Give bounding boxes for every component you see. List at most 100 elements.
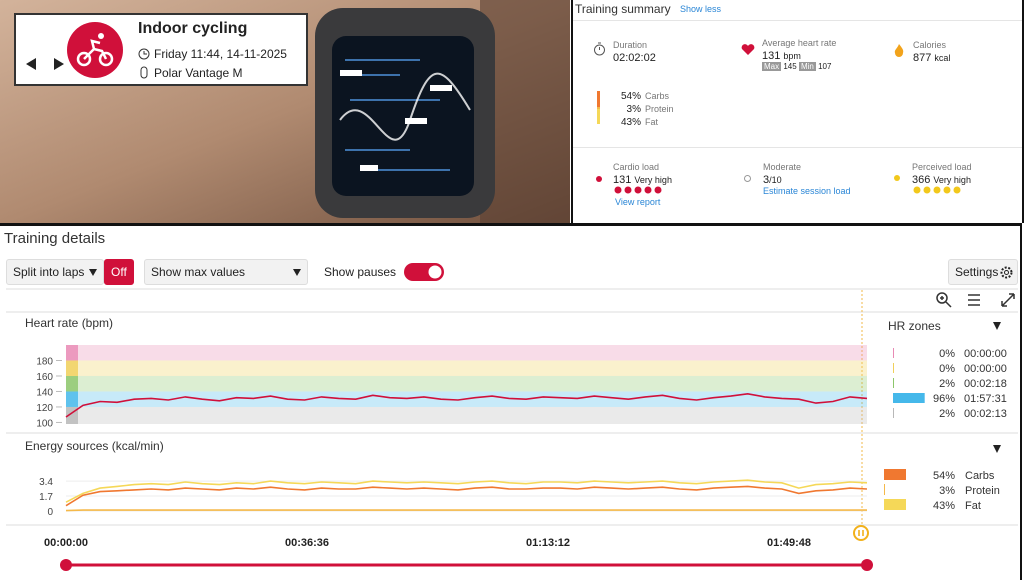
energy-line xyxy=(65,485,868,507)
zone-band xyxy=(66,345,867,361)
max-values-label: Show max values xyxy=(151,265,246,279)
muscle-value: 3/10 xyxy=(763,174,782,186)
legend-share: 3% xyxy=(939,485,955,497)
details-panel: Training details Split into laps Off Sho… xyxy=(0,223,1022,580)
laps-toggle[interactable]: Off xyxy=(104,259,134,285)
y-tick-label: 140 xyxy=(36,387,53,398)
time-label: 00:36:36 xyxy=(285,537,329,549)
calories-icon xyxy=(894,44,904,57)
duration-icon xyxy=(594,42,605,56)
y-tick-label: 0 xyxy=(47,507,53,518)
split-dropdown[interactable]: Split into laps xyxy=(6,259,104,285)
show-less-link[interactable]: Show less xyxy=(680,4,722,14)
estimate-link[interactable]: Estimate session load xyxy=(763,186,851,196)
zone-time: 00:02:13 xyxy=(964,408,1007,420)
zone-strip xyxy=(66,391,78,407)
fuel-name: Fat xyxy=(645,117,659,127)
min-value: 107 xyxy=(818,62,832,71)
zone-strip xyxy=(66,345,78,361)
zone-strip xyxy=(66,360,78,376)
calories-label: Calories xyxy=(913,40,947,50)
y-tick-label: 1.7 xyxy=(39,492,53,503)
muscle-label: Moderate xyxy=(763,162,802,172)
zone-share-bar xyxy=(893,393,925,403)
zone-percent: 2% xyxy=(939,408,955,420)
fuel-percent: 43% xyxy=(620,117,641,128)
calories-unit: kcal xyxy=(934,53,951,63)
zone-band xyxy=(66,360,867,376)
zone-percent: 96% xyxy=(933,393,955,405)
zone-percent: 0% xyxy=(939,363,955,375)
zone-percent: 0% xyxy=(939,348,955,360)
perceived-rating xyxy=(913,186,961,194)
energy-line xyxy=(65,479,868,503)
zone-percent: 2% xyxy=(939,378,955,390)
sport-icon xyxy=(67,22,123,78)
energy-line xyxy=(65,509,867,512)
zone-band xyxy=(66,406,867,424)
fuel-row: 43% Fat xyxy=(611,116,674,129)
slider-handle[interactable] xyxy=(861,559,873,571)
device-icon xyxy=(140,66,148,79)
avg-hr-unit: bpm xyxy=(783,51,801,61)
heart-icon xyxy=(741,44,755,55)
cardio-rating xyxy=(614,186,662,194)
zone-time: 00:00:00 xyxy=(964,363,1007,375)
cardio-level: Very high xyxy=(634,175,672,185)
muscle-dot xyxy=(744,175,751,182)
fuel-name: Carbs xyxy=(645,91,670,101)
perceived-dot xyxy=(894,175,900,181)
time-label: 01:13:12 xyxy=(526,537,570,549)
fuel-percent: 3% xyxy=(626,104,641,115)
y-tick-label: 180 xyxy=(36,356,53,367)
max-values-dropdown[interactable]: Show max values xyxy=(144,259,308,285)
zone-share-bar xyxy=(893,348,894,358)
calories-number: 877 xyxy=(913,52,932,64)
details-title: Training details xyxy=(4,230,106,247)
view-report-link[interactable]: View report xyxy=(615,197,661,207)
perceived-level: Very high xyxy=(933,175,971,185)
dropdown-arrow xyxy=(293,269,301,276)
energy-collapse[interactable] xyxy=(993,445,1001,453)
prev-next-buttons[interactable] xyxy=(22,55,68,73)
zone-strip xyxy=(66,375,78,392)
cardio-label: Cardio load xyxy=(613,162,660,172)
zone-share-bar xyxy=(893,363,894,373)
zone-share-bar xyxy=(893,408,894,418)
chart-tools[interactable] xyxy=(934,290,1018,310)
dropdown-arrow xyxy=(89,269,97,276)
avg-hr-value: 131 bpm xyxy=(762,50,801,62)
settings-label: Settings xyxy=(955,265,999,279)
zone-time: 00:00:00 xyxy=(964,348,1007,360)
perceived-label: Perceived load xyxy=(912,162,972,172)
hr-chart-title: Heart rate (bpm) xyxy=(25,316,113,330)
session-card: Indoor cycling Friday 11:44, 14-11-2025 … xyxy=(14,13,308,86)
clock-icon xyxy=(138,48,150,60)
fuel-name: Protein xyxy=(645,104,674,114)
y-tick-label: 3.4 xyxy=(39,477,53,488)
slider-handle[interactable] xyxy=(60,559,72,571)
zones-collapse[interactable] xyxy=(993,322,1001,330)
legend-swatch xyxy=(884,484,885,495)
legend-share: 54% xyxy=(933,470,955,482)
avg-hr-number: 131 xyxy=(762,50,781,62)
time-label: 01:49:48 xyxy=(767,537,811,549)
duration-value: 02:02:02 xyxy=(613,52,656,64)
legend-swatch xyxy=(884,499,906,510)
muscle-scale: /10 xyxy=(769,175,782,185)
pauses-label: Show pauses xyxy=(324,265,397,279)
fuel-bar xyxy=(597,91,600,124)
pause-marker xyxy=(853,525,869,541)
duration-label: Duration xyxy=(613,40,648,50)
zone-share-bar xyxy=(893,378,894,388)
summary-title: Training summary xyxy=(575,2,671,16)
calories-value: 877 kcal xyxy=(913,52,950,64)
legend-name: Carbs xyxy=(965,470,995,482)
energy-chart-title: Energy sources (kcal/min) xyxy=(25,439,164,453)
summary-panel: Training summary Show less Duration 02:0… xyxy=(571,0,1024,223)
session-device: Polar Vantage M xyxy=(154,66,243,80)
pauses-toggle[interactable] xyxy=(404,263,446,283)
settings-button[interactable]: Settings xyxy=(948,259,1018,285)
